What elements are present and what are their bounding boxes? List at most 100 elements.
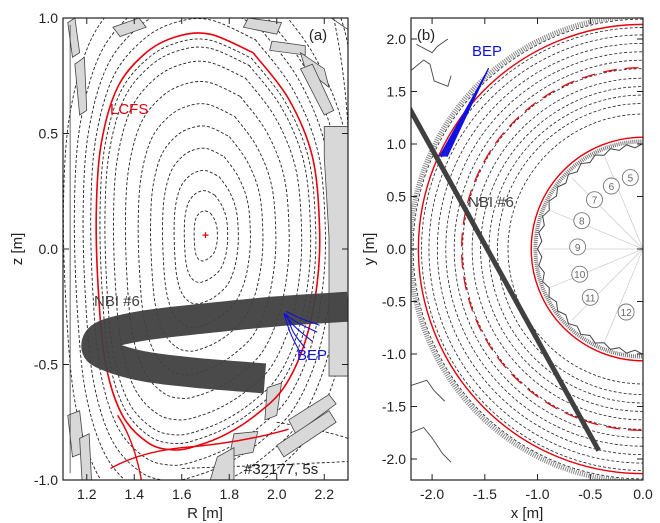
y-tick-label: 0.5 <box>39 126 59 142</box>
y-tick-label: 0.5 <box>387 189 407 205</box>
port-structure <box>416 38 449 54</box>
y-tick-label: -0.5 <box>34 357 58 373</box>
x-tick-label: 1.8 <box>220 486 240 502</box>
y-tick-label: -1.0 <box>382 346 406 362</box>
sector-marker <box>617 303 635 321</box>
vessel-component <box>67 18 81 58</box>
x-axis-label-a: R [m] <box>187 505 223 522</box>
flux-circle <box>421 27 643 471</box>
sector-label: 10 <box>574 270 586 281</box>
sector-labels: 5 678 9 10 11 12 <box>569 169 639 321</box>
sector-marker <box>621 169 639 187</box>
bep-ray <box>283 313 313 342</box>
bep-label-b: BEP <box>472 43 502 60</box>
panel-a: 1.2 1.4 1.6 1.8 2.0 2.2 -1.0 -0.5 0.0 0.5 1.0 (a)… <box>9 10 349 522</box>
inner-wall <box>536 143 643 355</box>
y-axis-label-a: z [m] <box>9 233 26 266</box>
sector-marker <box>586 191 603 209</box>
bep-label-a: BEP <box>297 347 327 364</box>
x-ticks-b: -2.0 -1.5 -1.0 -0.5 0.0 <box>420 18 653 502</box>
port-structure <box>411 426 452 463</box>
y-tick-label: 1.5 <box>387 84 407 100</box>
panel-label-a: (a) <box>309 27 327 44</box>
x-tick-label: 0.0 <box>633 486 653 502</box>
axis-cross <box>202 232 209 239</box>
flux-surface <box>104 46 312 436</box>
flux-circle <box>437 43 643 455</box>
vessel-component <box>323 126 348 377</box>
y-ticks-a: -1.0 -0.5 0.0 0.5 1.0 <box>34 10 348 488</box>
sector-marker <box>569 238 587 256</box>
vessel-component <box>269 40 306 56</box>
y-ticks-b: -2.0 -1.5 -1.0 -0.5 0.0 0.5 1.0 1.5 2.0 <box>382 31 643 467</box>
bep-line <box>446 67 490 157</box>
nbi-label-a: NBI #6 <box>94 293 140 310</box>
x-tick-label: 1.4 <box>125 486 145 502</box>
shot-label: #32177, 5s <box>244 461 318 478</box>
x-tick-label: 2.2 <box>315 486 335 502</box>
bep-ray <box>283 313 301 354</box>
x-tick-label: -2.0 <box>420 486 444 502</box>
sector-label: 6 <box>609 182 615 193</box>
lcfs-label: LCFS <box>110 101 148 118</box>
y-axis-label-b: y [m] <box>361 233 378 266</box>
flux-circle <box>428 34 643 464</box>
sector-rays <box>542 148 643 350</box>
open-field-line <box>340 18 348 111</box>
bep-fan <box>438 67 490 157</box>
x-tick-label: -1.5 <box>473 486 497 502</box>
x-tick-label: 2.0 <box>267 486 287 502</box>
y-tick-label: 1.0 <box>387 136 407 152</box>
vessel-component <box>209 446 235 480</box>
bep-ray <box>286 310 320 326</box>
flux-circle <box>462 68 643 430</box>
sector-label: 12 <box>621 308 633 319</box>
flux-surface <box>183 190 229 283</box>
vessel-component <box>299 63 335 116</box>
flux-circle <box>471 77 643 421</box>
sector-label: 5 <box>628 174 634 185</box>
panel-b: 5 678 9 10 11 12 -2.0 -1.5 -1.0 -0.5 0.0 -2.0 -1.5… <box>361 17 653 522</box>
vessel-structures <box>67 18 348 480</box>
x-ticks-a: 1.2 1.4 1.6 1.8 2.0 2.2 <box>77 18 334 502</box>
sector-ray <box>550 248 643 288</box>
flux-surface <box>173 169 239 305</box>
y-tick-label: -1.0 <box>34 472 58 488</box>
flux-surface <box>63 18 348 480</box>
x-axis-label-b: x [m] <box>511 505 544 522</box>
x-tick-label: -0.5 <box>578 486 602 502</box>
panel-label-b: (b) <box>417 27 435 44</box>
sector-ray <box>604 156 643 250</box>
sector-marker <box>571 265 589 283</box>
bep-ray <box>285 313 306 349</box>
open-field-line <box>333 18 348 203</box>
x-tick-label: -1.0 <box>525 486 549 502</box>
divertor-legs <box>110 414 289 480</box>
vessel-component <box>264 382 282 421</box>
inner-wall-outline <box>536 143 643 355</box>
flux-surface <box>124 80 290 399</box>
flux-circle <box>453 59 643 439</box>
port-structures <box>411 38 452 463</box>
sector-ray <box>571 177 643 250</box>
vessel-component <box>242 18 283 35</box>
y-tick-label: -2.0 <box>382 451 406 467</box>
flux-surface <box>82 18 334 480</box>
magnetic-axis-marker <box>202 232 209 239</box>
sector-label: 11 <box>585 293 596 304</box>
y-tick-label: 1.0 <box>39 10 59 26</box>
open-field-line <box>181 461 348 469</box>
port-structure <box>411 379 446 402</box>
lcfs-curve <box>95 32 321 451</box>
red-circle <box>417 23 643 475</box>
sector-ray <box>571 248 643 321</box>
flux-surface <box>150 125 264 352</box>
nbi-beam-b <box>411 106 601 452</box>
flux-surface <box>90 18 326 466</box>
flux-surface <box>99 38 317 444</box>
nbi-beam <box>81 291 348 394</box>
sector-ray <box>604 248 643 342</box>
flux-surface <box>193 210 218 262</box>
sector-marker <box>581 288 599 306</box>
